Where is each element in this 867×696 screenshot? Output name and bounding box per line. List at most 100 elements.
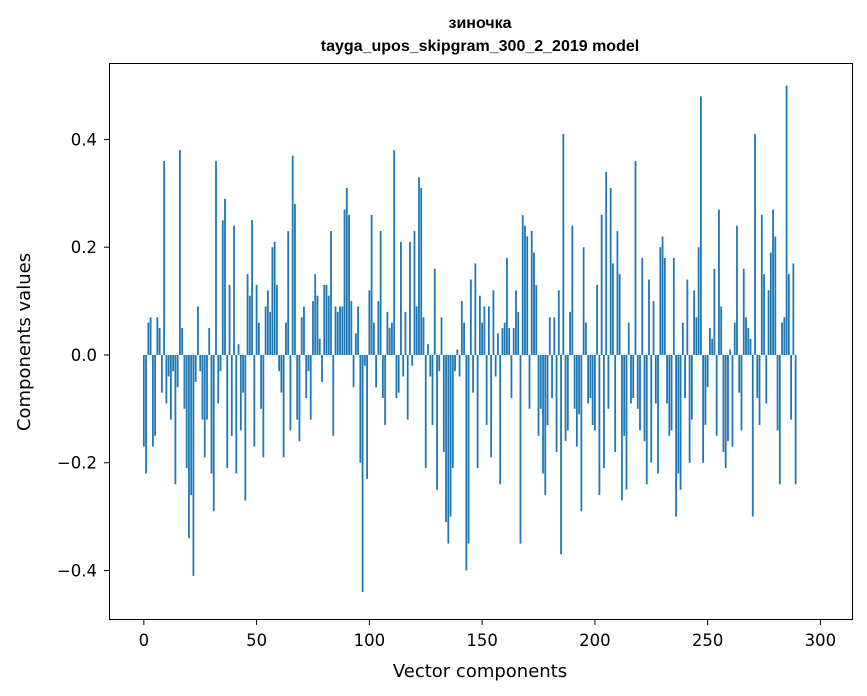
chart-title-line1: зиночка xyxy=(448,15,511,32)
bar-67 xyxy=(294,204,296,355)
bar-202 xyxy=(598,354,601,496)
bar-12 xyxy=(169,354,172,420)
bar-213 xyxy=(623,354,626,436)
bar-141 xyxy=(460,301,463,355)
x-tick-label: 150 xyxy=(466,631,498,650)
bar-45 xyxy=(244,354,247,501)
bar-60 xyxy=(278,354,281,372)
bar-195 xyxy=(582,247,585,355)
bar-84 xyxy=(332,354,335,436)
bar-280 xyxy=(774,236,777,355)
bar-173 xyxy=(533,252,535,355)
bar-264 xyxy=(738,354,741,393)
bar-231 xyxy=(663,257,666,355)
bar-140 xyxy=(458,354,461,377)
bar-273 xyxy=(758,354,761,426)
bar-126 xyxy=(427,344,429,355)
bar-59 xyxy=(275,284,278,355)
bar-121 xyxy=(415,306,418,355)
bar-203 xyxy=(600,214,603,355)
bar-219 xyxy=(636,354,639,409)
bar-242 xyxy=(688,354,691,463)
bar-20 xyxy=(188,354,190,539)
bar-153 xyxy=(487,306,490,355)
bar-248 xyxy=(702,354,705,463)
bar-42 xyxy=(237,344,240,355)
bar-16 xyxy=(179,150,181,355)
bar-127 xyxy=(429,354,432,377)
bar-138 xyxy=(454,354,456,372)
bar-15 xyxy=(176,354,179,388)
bar-210 xyxy=(616,231,619,355)
bar-17 xyxy=(181,328,184,355)
bar-267 xyxy=(745,317,747,355)
bar-8 xyxy=(160,354,163,393)
bar-10 xyxy=(165,354,168,404)
bar-197 xyxy=(587,354,590,404)
bar-214 xyxy=(625,354,628,490)
bar-154 xyxy=(490,354,493,458)
bar-276 xyxy=(765,354,768,404)
bar-111 xyxy=(393,150,396,355)
bar-64 xyxy=(287,231,290,355)
bar-22 xyxy=(192,354,195,576)
bar-23 xyxy=(194,354,197,382)
bar-257 xyxy=(722,354,725,452)
bar-271 xyxy=(754,134,756,355)
bar-134 xyxy=(445,354,447,523)
bar-68 xyxy=(296,354,299,420)
bar-230 xyxy=(661,236,664,355)
bar-256 xyxy=(720,306,723,355)
bar-112 xyxy=(395,354,398,399)
bar-133 xyxy=(442,354,445,452)
bar-164 xyxy=(512,328,515,355)
bar-73 xyxy=(307,354,310,372)
bar-161 xyxy=(506,257,508,355)
bar-26 xyxy=(201,354,204,420)
bar-170 xyxy=(526,236,529,355)
bar-272 xyxy=(756,354,759,399)
bar-232 xyxy=(666,354,668,404)
bar-174 xyxy=(535,284,538,355)
bar-13 xyxy=(172,354,175,372)
bar-258 xyxy=(724,354,727,469)
bar-18 xyxy=(183,354,186,409)
bar-55 xyxy=(266,290,269,355)
bar-72 xyxy=(305,354,308,399)
bar-100 xyxy=(368,290,371,355)
x-axis-ticks: 0 50 100 150 200 250 300 xyxy=(139,619,837,650)
bar-220 xyxy=(639,354,641,431)
bar-285 xyxy=(785,85,788,355)
bar-128 xyxy=(431,354,434,426)
bar-47 xyxy=(248,295,251,355)
bar-54 xyxy=(264,306,267,355)
bar-237 xyxy=(677,354,680,474)
bar-217 xyxy=(632,354,635,399)
bar-46 xyxy=(246,274,249,355)
bar-196 xyxy=(584,322,587,355)
bar-252 xyxy=(711,338,714,355)
bar-189 xyxy=(569,311,571,355)
bar-80 xyxy=(323,284,326,355)
bar-27 xyxy=(203,354,206,458)
bar-284 xyxy=(783,317,786,355)
x-tick-label: 300 xyxy=(805,631,837,650)
bar-142 xyxy=(463,322,465,355)
bar-36 xyxy=(224,198,226,355)
bar-70 xyxy=(300,317,303,355)
bar-250 xyxy=(706,354,709,388)
bar-51 xyxy=(257,322,260,355)
bar-262 xyxy=(733,322,736,355)
bar-74 xyxy=(309,354,312,420)
bar-212 xyxy=(621,354,623,501)
bar-37 xyxy=(226,354,229,469)
bar-188 xyxy=(566,354,569,431)
bar-249 xyxy=(704,354,707,426)
y-tick-label: −0.4 xyxy=(57,562,97,581)
bar-38 xyxy=(228,284,231,355)
bar-156 xyxy=(494,354,497,377)
bar-227 xyxy=(654,354,657,404)
bar-19 xyxy=(185,354,188,469)
bar-25 xyxy=(199,354,202,372)
